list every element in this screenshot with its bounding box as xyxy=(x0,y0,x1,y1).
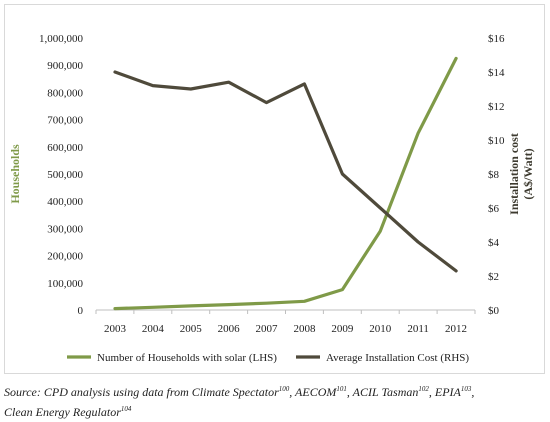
left-tick-label: 400,000 xyxy=(47,196,83,208)
source-ref: 102 xyxy=(418,385,429,393)
left-tick-label: 900,000 xyxy=(47,60,83,72)
right-tick-label: $14 xyxy=(488,67,505,79)
source-ref: 104 xyxy=(120,405,132,413)
right-axis-ticks: $0 $2 $4 $6 $8 $10 $12 $14 $16 xyxy=(488,33,505,317)
source-part: Clean Energy Regulator xyxy=(4,405,121,419)
right-axis-title: Installation cost (A$/Watt) xyxy=(507,133,535,215)
legend-item-installation-cost-label: Average Installation Cost (RHS) xyxy=(326,352,469,364)
right-axis-title-line1: Installation cost xyxy=(507,133,521,215)
x-tick-label: 2007 xyxy=(256,323,279,335)
right-tick-label: $4 xyxy=(488,237,500,249)
left-tick-label: 500,000 xyxy=(47,169,83,181)
legend-item-households-label: Number of Households with solar (LHS) xyxy=(97,352,277,364)
line-chart: 0 100,000 200,000 300,000 400,000 500,000 600,… xyxy=(8,33,535,364)
series-layer xyxy=(113,56,458,311)
left-axis-title: Households xyxy=(8,144,22,204)
source-ref: 101 xyxy=(336,385,347,393)
x-tick-label: 2003 xyxy=(104,323,127,335)
left-tick-label: 300,000 xyxy=(47,223,83,235)
left-tick-label: 600,000 xyxy=(47,142,83,154)
right-axis-title-line2: (A$/Watt) xyxy=(521,148,535,199)
right-tick-label: $8 xyxy=(488,169,500,181)
x-tick-label: 2011 xyxy=(407,323,429,335)
source-ref: 103 xyxy=(460,385,472,393)
source-part: , ACIL Tasman xyxy=(346,385,419,399)
right-tick-label: $12 xyxy=(488,101,505,113)
source-part: , AECOM xyxy=(289,385,337,399)
right-tick-label: $6 xyxy=(488,203,500,215)
source-note: Source: CPD analysis using data from Cli… xyxy=(4,381,544,421)
left-tick-label: 0 xyxy=(78,305,84,317)
chart-frame: 0 100,000 200,000 300,000 400,000 500,000 600,… xyxy=(4,4,545,374)
x-tick-label: 2012 xyxy=(445,323,467,335)
installation-cost-series-line xyxy=(113,70,458,273)
source-part: , xyxy=(471,385,475,399)
left-tick-label: 1,000,000 xyxy=(39,33,84,45)
right-tick-label: $10 xyxy=(488,135,505,147)
x-tick-label: 2005 xyxy=(180,323,203,335)
source-part: , EPIA xyxy=(428,385,461,399)
source-prefix: Source: CPD analysis using data from Cli… xyxy=(4,385,279,399)
x-tick-label: 2004 xyxy=(142,323,165,335)
legend: Number of Households with solar (LHS) Ave… xyxy=(67,352,469,364)
x-tick-label: 2008 xyxy=(293,323,316,335)
x-tick-label: 2010 xyxy=(369,323,392,335)
right-tick-label: $16 xyxy=(488,33,505,45)
left-tick-label: 800,000 xyxy=(47,87,83,99)
x-tick-label: 2009 xyxy=(331,323,354,335)
x-axis-ticks: 2003 2004 2005 2006 2007 2008 2009 2010 2011 2012 xyxy=(95,310,476,335)
x-tick-label: 2006 xyxy=(218,323,241,335)
right-tick-label: $0 xyxy=(488,305,500,317)
left-axis-ticks: 0 100,000 200,000 300,000 400,000 500,000 600,… xyxy=(39,33,84,317)
left-tick-label: 100,000 xyxy=(47,278,83,290)
households-series-line xyxy=(113,56,458,311)
left-tick-label: 200,000 xyxy=(47,251,83,263)
source-ref: 100 xyxy=(278,385,290,393)
left-tick-label: 700,000 xyxy=(47,115,83,127)
right-tick-label: $2 xyxy=(488,271,499,283)
